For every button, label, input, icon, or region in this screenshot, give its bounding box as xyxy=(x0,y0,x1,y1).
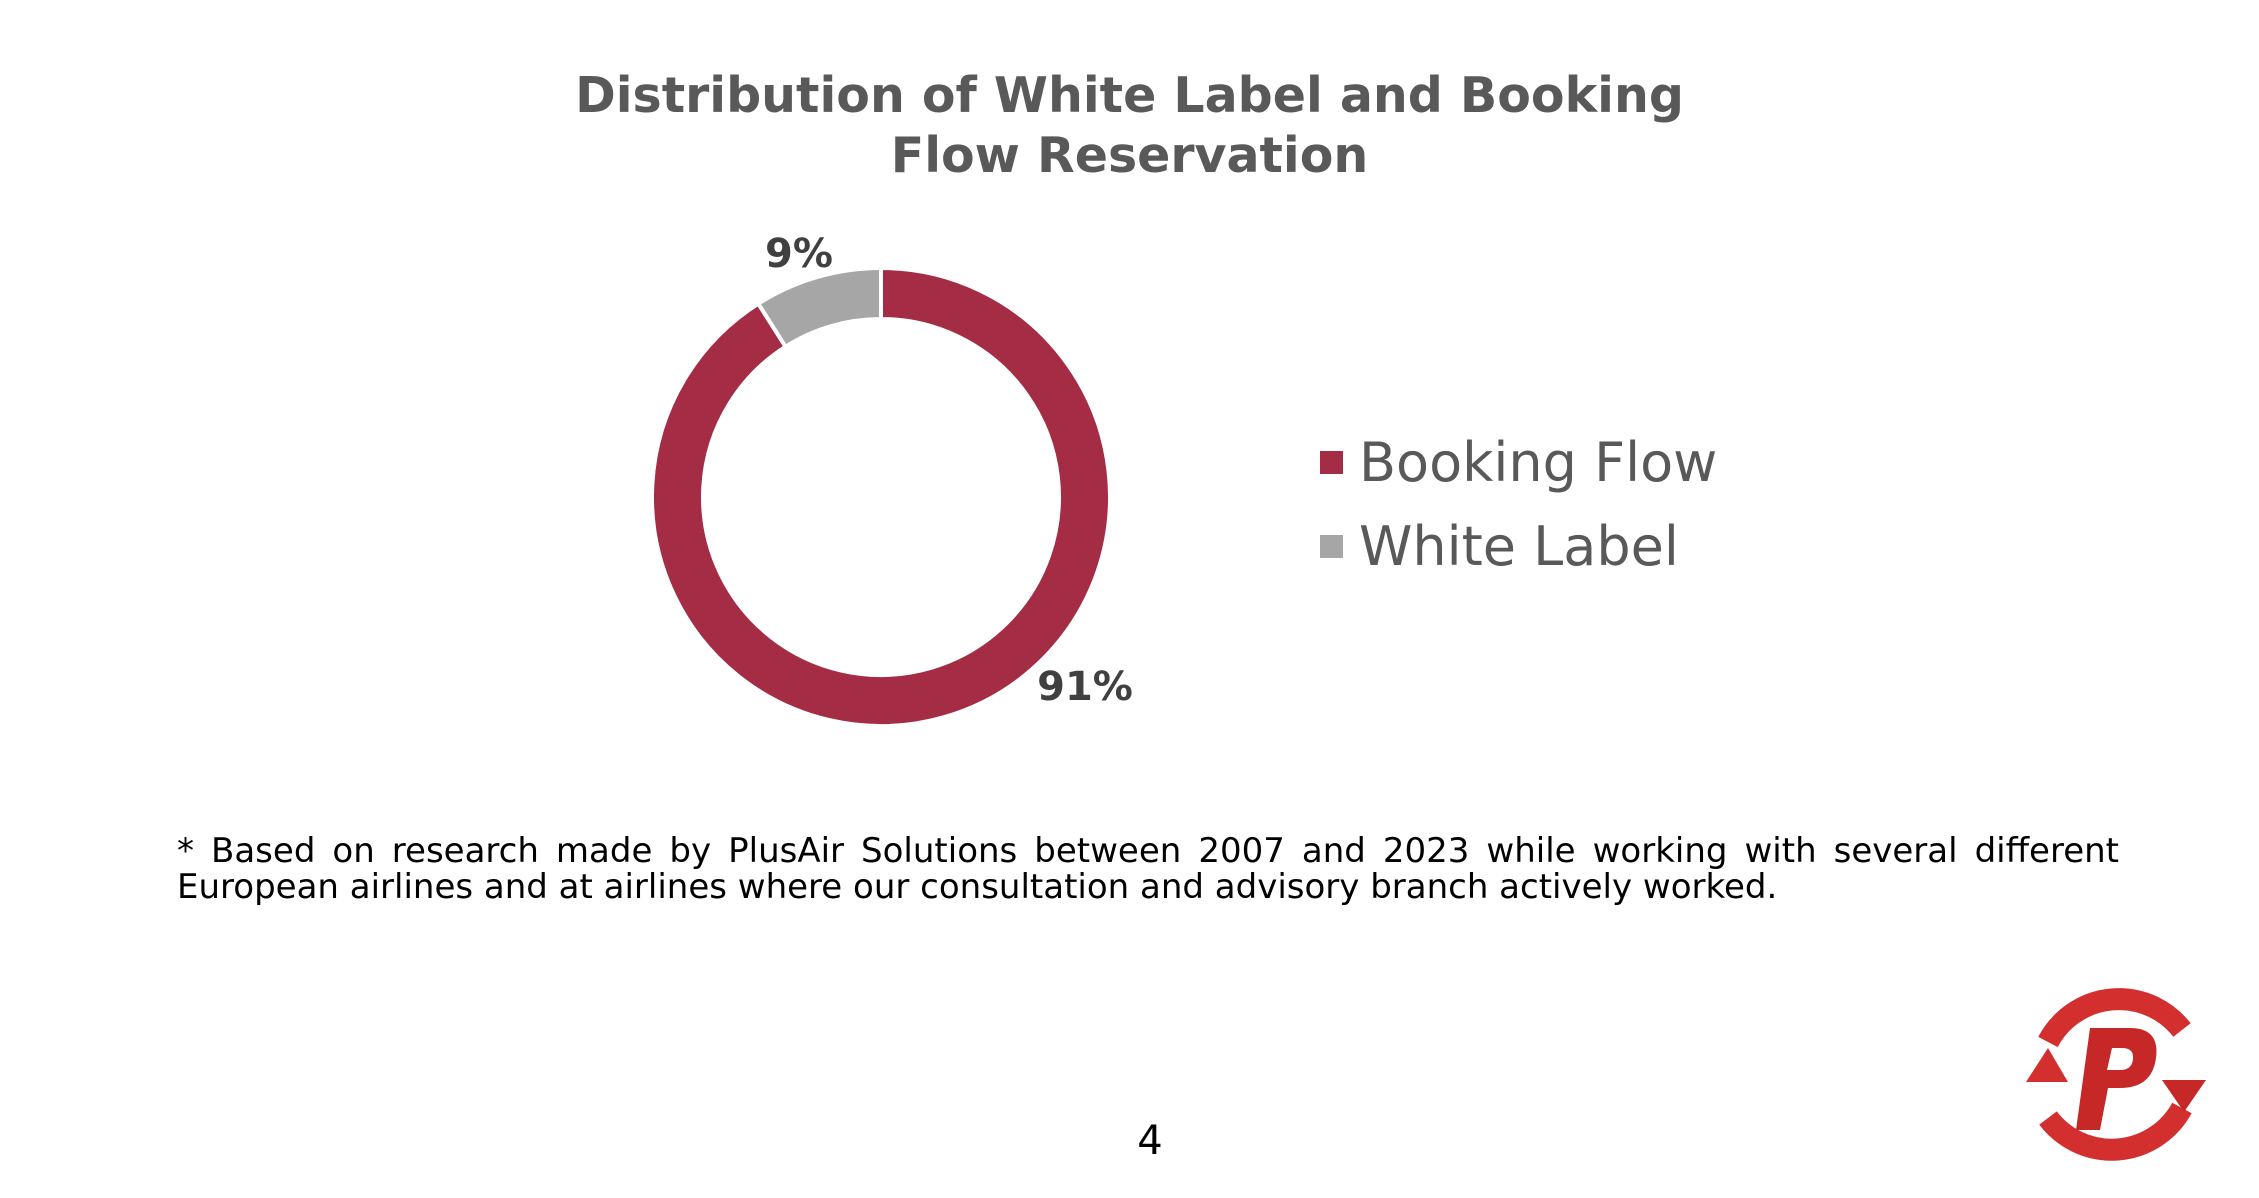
chart-title-line-1: Distribution of White Label and Booking xyxy=(575,67,1684,124)
donut-slice-booking-flow xyxy=(650,265,1112,728)
legend-swatch-white-label xyxy=(1320,534,1343,558)
donut-slices xyxy=(650,265,1112,728)
page-number: 4 xyxy=(1137,1118,1163,1164)
donut-slice-white-label xyxy=(755,265,883,350)
legend-item-booking-flow: Booking Flow xyxy=(1320,420,1717,504)
legend-item-white-label: White Label xyxy=(1320,504,1717,588)
chart-legend: Booking Flow White Label xyxy=(1320,420,1717,588)
donut-data-labels: 91% 9% xyxy=(765,231,1133,710)
plusair-p-logo-icon xyxy=(2026,988,2206,1161)
data-label-white-label: 9% xyxy=(765,231,833,277)
legend-label-white-label: White Label xyxy=(1359,514,1679,578)
chart-title-line-2: Flow Reservation xyxy=(890,127,1369,184)
research-footnote: * Based on research made by PlusAir Solu… xyxy=(177,831,2119,907)
legend-swatch-booking-flow xyxy=(1320,450,1343,474)
legend-label-booking-flow: Booking Flow xyxy=(1359,430,1718,494)
data-label-booking-flow: 91% xyxy=(1037,664,1133,710)
